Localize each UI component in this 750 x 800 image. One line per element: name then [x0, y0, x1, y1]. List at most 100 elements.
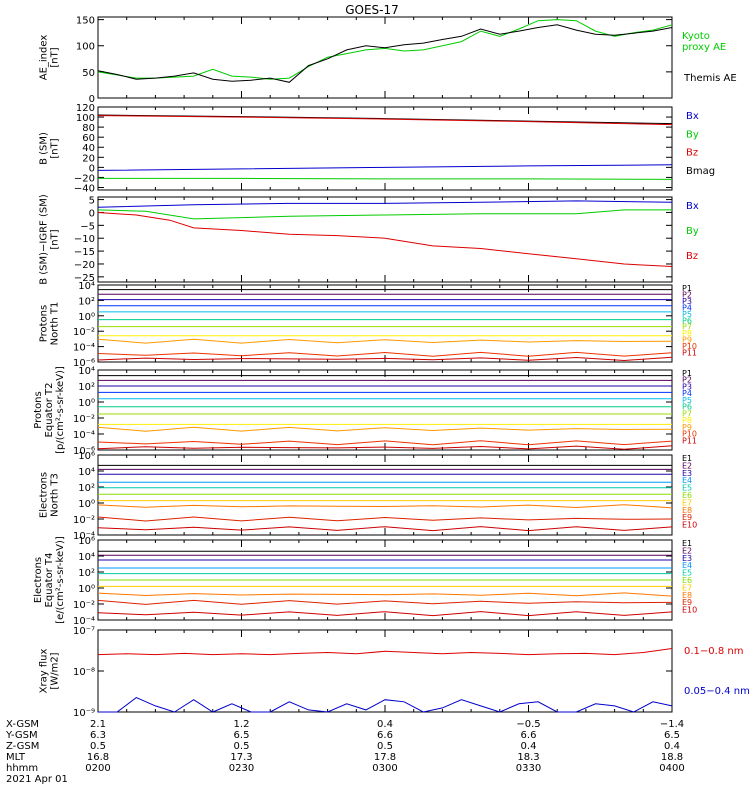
footer-value: −0.5: [516, 719, 540, 730]
channel-line-p9: [97, 426, 673, 432]
legend-p3: P3: [682, 297, 692, 306]
y-tick-label: 40: [82, 143, 95, 154]
footer-value: 0330: [516, 763, 541, 774]
panel-frame-ae: [97, 16, 673, 99]
y-axis-label: North T3: [50, 473, 61, 517]
footer-value: 6.3: [90, 730, 106, 741]
y-tick-label: 10⁻⁴: [73, 430, 95, 441]
footer-label-hhmm: hhmm: [6, 763, 38, 774]
series-line-bx: [97, 200, 673, 208]
footer-value: 6.5: [234, 730, 250, 741]
legend-kyoto: Kyoto: [682, 31, 710, 42]
footer-label-x-gsm: X-GSM: [6, 719, 39, 730]
y-tick-label: −20: [74, 260, 95, 271]
legend-e5: E5: [682, 569, 692, 578]
y-tick-label: 60: [82, 133, 95, 144]
legend-p2: P2: [682, 376, 692, 385]
legend-bx: Bx: [686, 111, 699, 122]
panel-bigrf: 50 −5 −10 −15 −20 −25 B (SM)−IGRF (SM) [nT] Bx By…: [39, 194, 699, 285]
y-tick-label: −20: [74, 173, 95, 184]
legend-xray-short: 0.05−0.4 nm: [684, 686, 750, 697]
footer-value: 0.4: [664, 741, 680, 752]
y-tick-label: 100: [76, 42, 95, 53]
footer-date: 2021 Apr 01: [6, 774, 68, 785]
series-line-by: [97, 209, 672, 220]
footer-value: 1.2: [234, 719, 250, 730]
legend-p10: P10: [682, 430, 697, 439]
legend-e1: E1: [682, 539, 692, 548]
footer-value: 0.4: [377, 719, 393, 730]
legend-e7: E7: [682, 583, 692, 592]
channel-line-p10: [97, 440, 673, 446]
y-tick-label: 10⁻²: [73, 327, 95, 338]
channel-line-e8: [97, 504, 673, 509]
footer-value: 17.8: [374, 752, 396, 763]
y-tick-label: 120: [76, 103, 95, 114]
legend-p3: P3: [682, 382, 692, 391]
footer-value: −1.4: [660, 719, 684, 730]
legend-e10: E10: [682, 521, 697, 530]
legend-bx: Bx: [686, 201, 699, 212]
y-axis-label: [nT]: [50, 229, 61, 249]
y-tick-label: 50: [82, 68, 95, 79]
y-axis-label: Protons: [33, 391, 44, 428]
footer-value: 0400: [659, 763, 684, 774]
channel-line-p10: [97, 351, 673, 357]
y-tick-label: 10⁰: [78, 398, 95, 409]
panel-frame-enorth: [97, 454, 673, 536]
y-axis-label: Electrons: [39, 472, 50, 518]
legend-p9: P9: [682, 336, 692, 345]
y-tick-label: 10²: [78, 483, 95, 494]
legend-p5: P5: [682, 396, 692, 405]
y-tick-label: 10⁻²: [73, 600, 95, 611]
legend-bz: Bz: [686, 251, 698, 262]
legend-e4: E4: [682, 476, 692, 485]
y-tick-label: 10⁻⁶: [73, 446, 95, 457]
series-line-by: [98, 177, 673, 180]
series-line-bx: [97, 164, 673, 171]
y-tick-label: 10⁻⁸: [73, 667, 95, 678]
legend-e8: E8: [682, 591, 692, 600]
y-axis-label: Equator T2: [44, 383, 55, 438]
channel-line-p9: [97, 338, 673, 344]
legend-e7: E7: [682, 498, 692, 507]
y-tick-label: 10⁻⁶: [73, 358, 95, 369]
y-axis-label: [p/(cm²-s-sr-keV)]: [55, 366, 66, 454]
legend-e1: E1: [682, 454, 692, 463]
y-tick-label: 100: [76, 113, 95, 124]
legend-e6: E6: [682, 491, 692, 500]
y-tick-label: 10⁻²: [73, 414, 95, 425]
footer-label-mlt: MLT: [6, 752, 26, 763]
legend-p8: P8: [682, 416, 692, 425]
y-tick-label: 10⁻⁹: [73, 708, 95, 719]
legend-bz: Bz: [686, 148, 698, 159]
panel-frame-pnorth: [97, 284, 673, 363]
y-tick-label: 80: [82, 123, 95, 134]
y-tick-label: 10⁻⁴: [73, 343, 95, 354]
y-tick-label: 10²: [78, 568, 95, 579]
legend-p5: P5: [682, 310, 692, 319]
y-axis-label: [e/(cm²-s-sr-keV)]: [55, 536, 66, 624]
y-tick-label: −5: [80, 221, 95, 232]
series-line-0-1-0-8-nm: [97, 648, 673, 656]
footer-value: 6.6: [377, 730, 393, 741]
footer-value: 6.6: [521, 730, 537, 741]
series-line-0-05-0-4-nm: [98, 697, 673, 713]
footer-label-y-gsm: Y-GSM: [5, 730, 38, 741]
y-tick-label: −15: [74, 247, 95, 258]
footer-value: 0.5: [377, 741, 393, 752]
y-axis-label: Protons: [39, 305, 50, 342]
channel-line-e10: [97, 611, 673, 617]
footer-value: 2.1: [90, 719, 106, 730]
legend-p1: P1: [682, 369, 692, 378]
channel-line-e8: [97, 592, 673, 597]
series-line-bz: [97, 115, 673, 126]
channel-line-e9: [97, 599, 673, 605]
panel-frame-peq: [97, 369, 673, 451]
y-tick-label: 10⁶: [78, 451, 95, 462]
legend-p1: P1: [682, 284, 692, 293]
panel-xray: 10⁻⁷ 10⁻⁸ 10⁻⁹ Xray flux [W/m2] 0.1−0.8 nm 0.0…: [39, 626, 750, 719]
legend-e4: E4: [682, 561, 692, 570]
